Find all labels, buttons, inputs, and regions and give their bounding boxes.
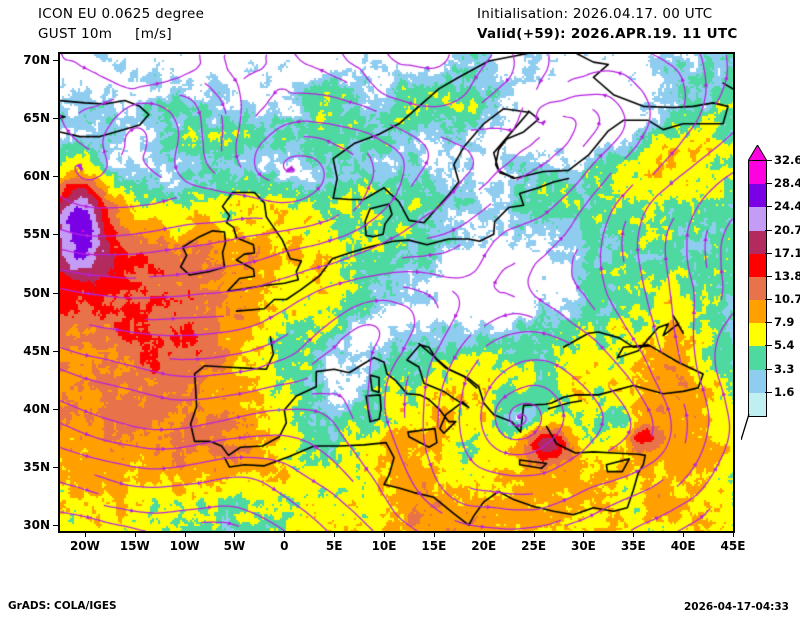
y-axis-label: 45N <box>23 343 50 358</box>
x-axis-label: 40E <box>670 539 696 553</box>
colorbar-tick <box>765 183 772 185</box>
x-axis-tick <box>533 532 535 537</box>
colorbar-tick <box>765 391 772 393</box>
colorbar-tick <box>765 299 772 301</box>
x-axis-tick <box>633 532 635 537</box>
x-axis-tick <box>234 532 236 537</box>
gust-field-canvas <box>60 54 733 531</box>
render-timestamp: 2026-04-17-04:33 <box>684 601 789 613</box>
y-axis-tick <box>53 525 58 527</box>
y-axis-tick <box>53 234 58 236</box>
model-title: ICON EU 0.0625 degree <box>38 6 205 22</box>
y-axis-label: 35N <box>23 460 50 474</box>
x-axis-label: 35E <box>620 539 646 553</box>
x-axis-label: 5E <box>325 539 343 553</box>
colorbar-band <box>749 253 766 277</box>
x-axis-label: 20E <box>471 539 497 553</box>
x-axis-label: 10E <box>371 539 397 553</box>
x-axis-tick <box>583 532 585 537</box>
y-axis-label: 60N <box>23 169 50 184</box>
colorbar <box>748 160 767 417</box>
colorbar-band <box>749 346 766 370</box>
colorbar-label: 5.4 <box>774 338 795 353</box>
x-axis-tick <box>84 532 86 537</box>
y-axis-label: 40N <box>23 401 50 416</box>
map-plot-area <box>58 52 735 533</box>
colorbar-tick <box>765 275 772 277</box>
colorbar-band <box>749 276 766 301</box>
x-axis-tick <box>184 532 186 537</box>
colorbar-tick <box>765 322 772 324</box>
y-axis-tick <box>53 408 58 410</box>
colorbar-label: 13.8 <box>774 268 800 283</box>
x-axis-tick <box>284 532 286 537</box>
colorbar-band <box>749 184 766 208</box>
colorbar-label: 10.7 <box>774 292 800 307</box>
y-axis-label: 55N <box>23 227 50 242</box>
colorbar-extend-bottom-tail <box>740 413 763 441</box>
colorbar-tick <box>765 160 772 161</box>
x-axis-label: 15E <box>421 539 447 553</box>
x-axis-label: 10W <box>169 539 200 553</box>
colorbar-band <box>749 323 766 347</box>
colorbar-label: 1.6 <box>774 384 795 399</box>
colorbar-band <box>749 207 766 231</box>
x-axis-tick <box>683 532 685 537</box>
y-axis-label: 70N <box>23 52 50 67</box>
x-axis-label: 15W <box>119 539 150 553</box>
y-axis-tick <box>53 117 58 119</box>
grads-credit: GrADS: COLA/IGES <box>8 600 117 612</box>
colorbar-label: 28.4 <box>774 176 800 191</box>
colorbar-tick <box>765 368 772 370</box>
x-axis-tick <box>384 532 386 537</box>
initialisation-label: Initialisation: 2026.04.17. 00 UTC <box>477 6 713 22</box>
x-axis-label: 5W <box>223 539 246 553</box>
valid-time-label: Valid(+59): 2026.APR.19. 11 UTC <box>477 26 738 42</box>
colorbar-label: 7.9 <box>774 315 795 330</box>
colorbar-band <box>749 369 766 393</box>
x-axis-label: 30E <box>570 539 596 553</box>
x-axis-tick <box>483 532 485 537</box>
y-axis-tick <box>53 292 58 294</box>
x-axis-label: 0 <box>280 539 289 553</box>
colorbar-extend-top-arrow <box>747 144 768 162</box>
colorbar-band <box>749 300 766 324</box>
x-axis-tick <box>433 532 435 537</box>
colorbar-label: 24.4 <box>774 199 800 214</box>
y-axis-tick <box>53 176 58 178</box>
x-axis-label: 20W <box>69 539 100 553</box>
y-axis-tick <box>53 467 58 468</box>
y-axis-tick <box>53 350 58 352</box>
y-axis-tick <box>53 59 58 61</box>
colorbar-band <box>749 392 766 416</box>
colorbar-label: 20.7 <box>774 222 800 237</box>
field-title: GUST 10m [m/s] <box>38 26 172 42</box>
colorbar-label: 17.1 <box>774 245 800 260</box>
x-axis-tick <box>334 532 336 537</box>
colorbar-label: 3.3 <box>774 361 795 376</box>
colorbar-tick <box>765 252 772 254</box>
x-axis-label: 25E <box>521 539 547 553</box>
colorbar-tick <box>765 345 772 347</box>
colorbar-tick <box>765 229 772 231</box>
colorbar-tick <box>765 206 772 208</box>
y-axis-label: 65N <box>23 110 50 125</box>
colorbar-band <box>749 161 766 185</box>
x-axis-label: 45E <box>720 539 746 553</box>
x-axis-tick <box>733 532 734 537</box>
colorbar-label: 32.6 <box>774 153 800 167</box>
y-axis-label: 50N <box>23 285 50 300</box>
y-axis-label: 30N <box>23 518 50 533</box>
x-axis-tick <box>134 532 136 537</box>
colorbar-band <box>749 230 766 254</box>
